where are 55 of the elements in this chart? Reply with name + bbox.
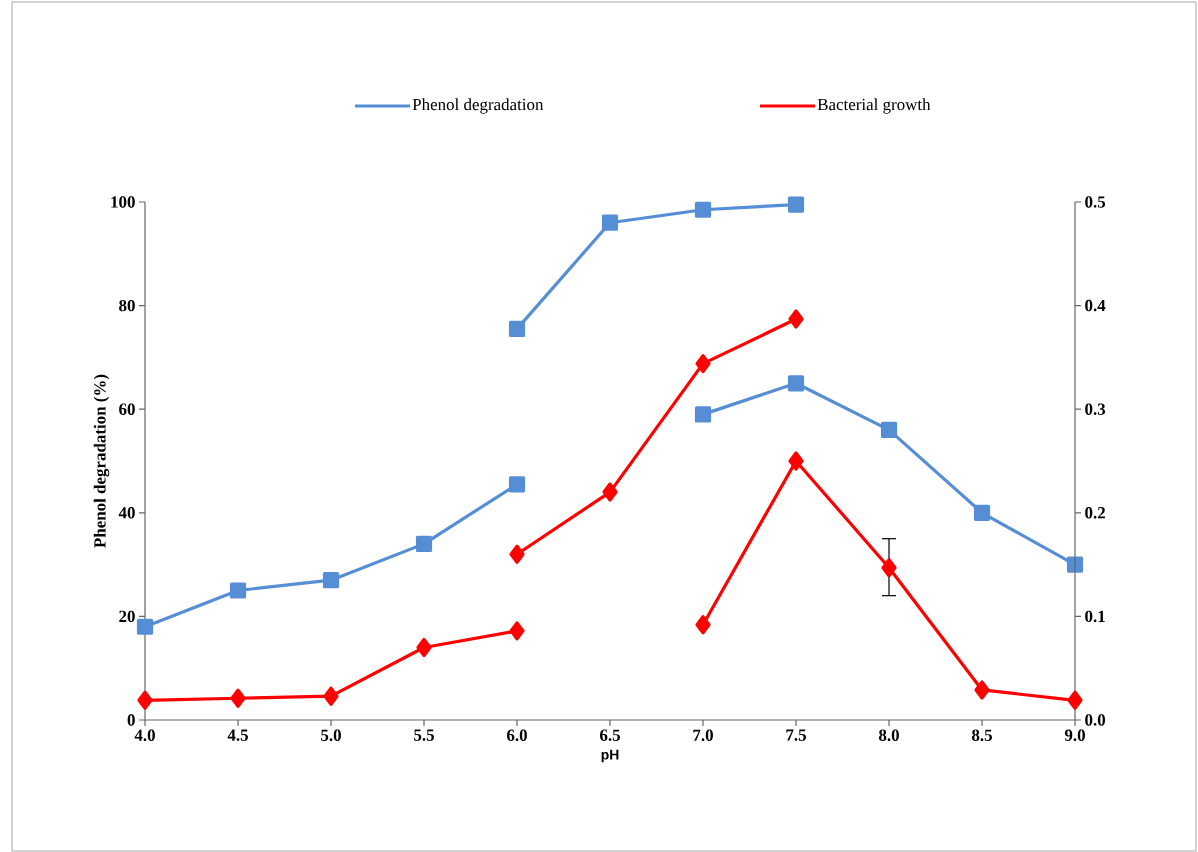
x-tick-label: 9.0 bbox=[1064, 729, 1085, 742]
x-tick-label: 5.0 bbox=[321, 729, 341, 742]
point bbox=[1066, 556, 1084, 573]
x-tick-label: 5.5 bbox=[414, 729, 434, 741]
y-tick-label: 60 bbox=[119, 403, 135, 415]
point bbox=[695, 615, 711, 635]
point bbox=[509, 544, 525, 564]
x-tick-label: 4.0 bbox=[134, 729, 155, 742]
x-tick-label: 8.0 bbox=[878, 729, 899, 742]
point bbox=[322, 572, 340, 589]
point bbox=[694, 406, 712, 423]
point bbox=[695, 354, 711, 374]
x-tick-label: 7.0 bbox=[693, 729, 713, 742]
legend-label: Phenol degradation bbox=[412, 98, 544, 114]
point bbox=[602, 482, 618, 502]
point bbox=[416, 637, 432, 658]
point bbox=[881, 558, 897, 578]
point bbox=[974, 680, 990, 700]
y2-tick-label: 0.4 bbox=[1085, 299, 1106, 312]
point bbox=[415, 535, 433, 552]
y2-tick-label: 0.3 bbox=[1085, 403, 1106, 415]
legend-label: Bacterial growth bbox=[817, 98, 931, 114]
point bbox=[508, 476, 526, 493]
point bbox=[694, 201, 712, 218]
point bbox=[137, 690, 153, 710]
x-tick-label: 4.5 bbox=[227, 729, 248, 741]
x-tick-label: 6.5 bbox=[600, 729, 620, 741]
y-tick-label: 0 bbox=[127, 714, 135, 726]
point bbox=[230, 688, 246, 708]
x-tick-label: 8.5 bbox=[971, 729, 992, 742]
point bbox=[787, 375, 805, 392]
point bbox=[1067, 690, 1083, 710]
y-tick-label: 80 bbox=[119, 299, 135, 312]
y-tick-label: 100 bbox=[111, 196, 135, 208]
y-axis-title: Phenol degradation (%) bbox=[93, 374, 110, 548]
y2-tick-label: 0.2 bbox=[1085, 507, 1105, 519]
point bbox=[323, 686, 339, 706]
point bbox=[880, 421, 898, 439]
y2-tick-label: 0.1 bbox=[1085, 610, 1105, 623]
point bbox=[508, 320, 526, 338]
y2-tick-label: 0.0 bbox=[1085, 714, 1106, 726]
y2-tick-label: 0.5 bbox=[1085, 196, 1106, 208]
point bbox=[601, 214, 619, 231]
point bbox=[973, 504, 991, 521]
point bbox=[787, 196, 805, 213]
x-tick-label: 7.5 bbox=[786, 729, 806, 741]
point bbox=[788, 309, 804, 329]
x-tick-label: 6.0 bbox=[507, 729, 527, 742]
y-tick-label: 20 bbox=[119, 610, 135, 623]
point bbox=[509, 621, 525, 641]
point bbox=[788, 451, 804, 471]
x-axis-title: pH bbox=[601, 749, 619, 763]
point bbox=[136, 618, 154, 635]
point bbox=[229, 582, 247, 599]
y-tick-label: 40 bbox=[118, 507, 135, 519]
